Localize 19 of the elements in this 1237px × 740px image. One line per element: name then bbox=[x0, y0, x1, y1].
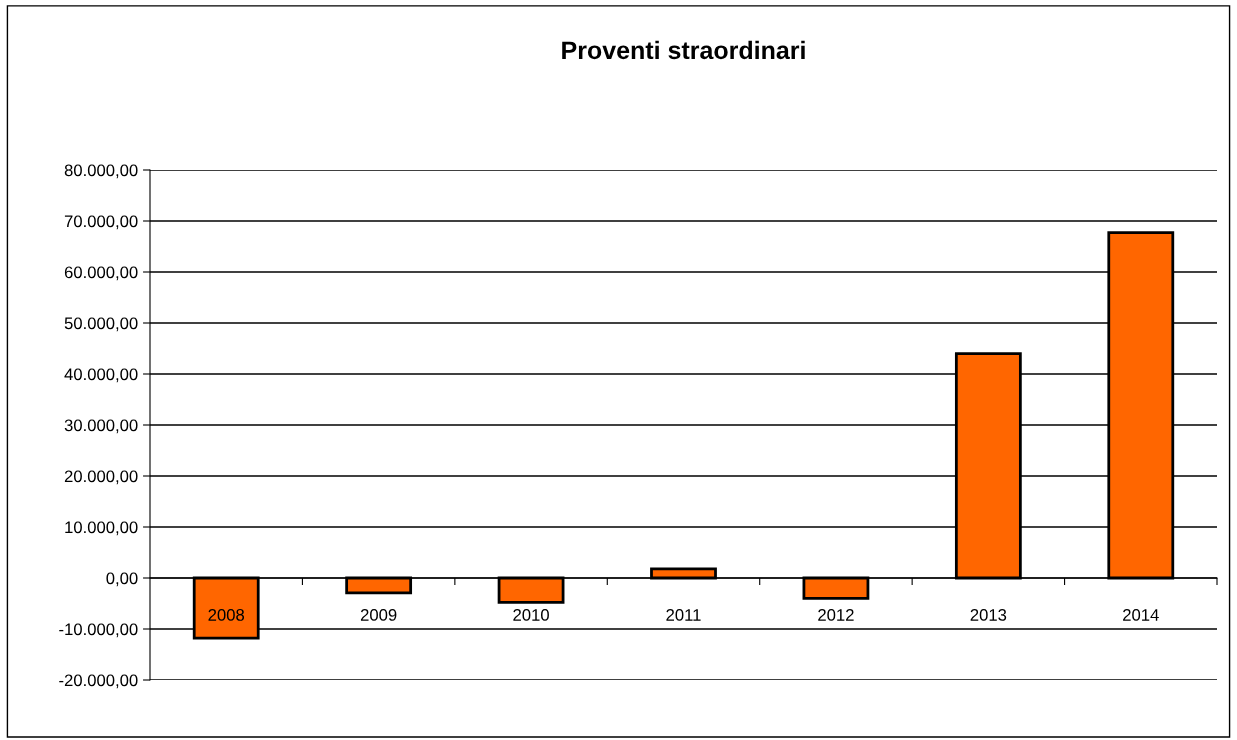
y-tick-label: -10.000,00 bbox=[59, 623, 138, 638]
y-tick-label: -20.000,00 bbox=[59, 674, 138, 689]
y-tick-label: 60.000,00 bbox=[64, 266, 138, 281]
x-tick-label: 2011 bbox=[666, 609, 701, 621]
x-tick-label: 2013 bbox=[970, 609, 1007, 621]
y-tick-label: 40.000,00 bbox=[64, 368, 138, 383]
x-tick-label: 2014 bbox=[1123, 609, 1159, 621]
chart-title: Proventi straordinari bbox=[562, 40, 805, 60]
y-tick-label: 20.000,00 bbox=[64, 470, 138, 485]
y-tick-label: 50.000,00 bbox=[64, 317, 138, 332]
x-tick-label: 2012 bbox=[818, 609, 854, 621]
x-tick-label: 2008 bbox=[208, 609, 245, 621]
y-tick-label: 80.000,00 bbox=[64, 164, 138, 179]
y-tick-label: 30.000,00 bbox=[64, 419, 138, 434]
y-tick-label: 0,00 bbox=[106, 572, 138, 587]
y-tick-label: 70.000,00 bbox=[64, 215, 138, 230]
x-tick-label: 2009 bbox=[360, 609, 397, 621]
y-tick-label: 10.000,00 bbox=[65, 521, 138, 536]
x-tick-label: 2010 bbox=[513, 609, 549, 621]
